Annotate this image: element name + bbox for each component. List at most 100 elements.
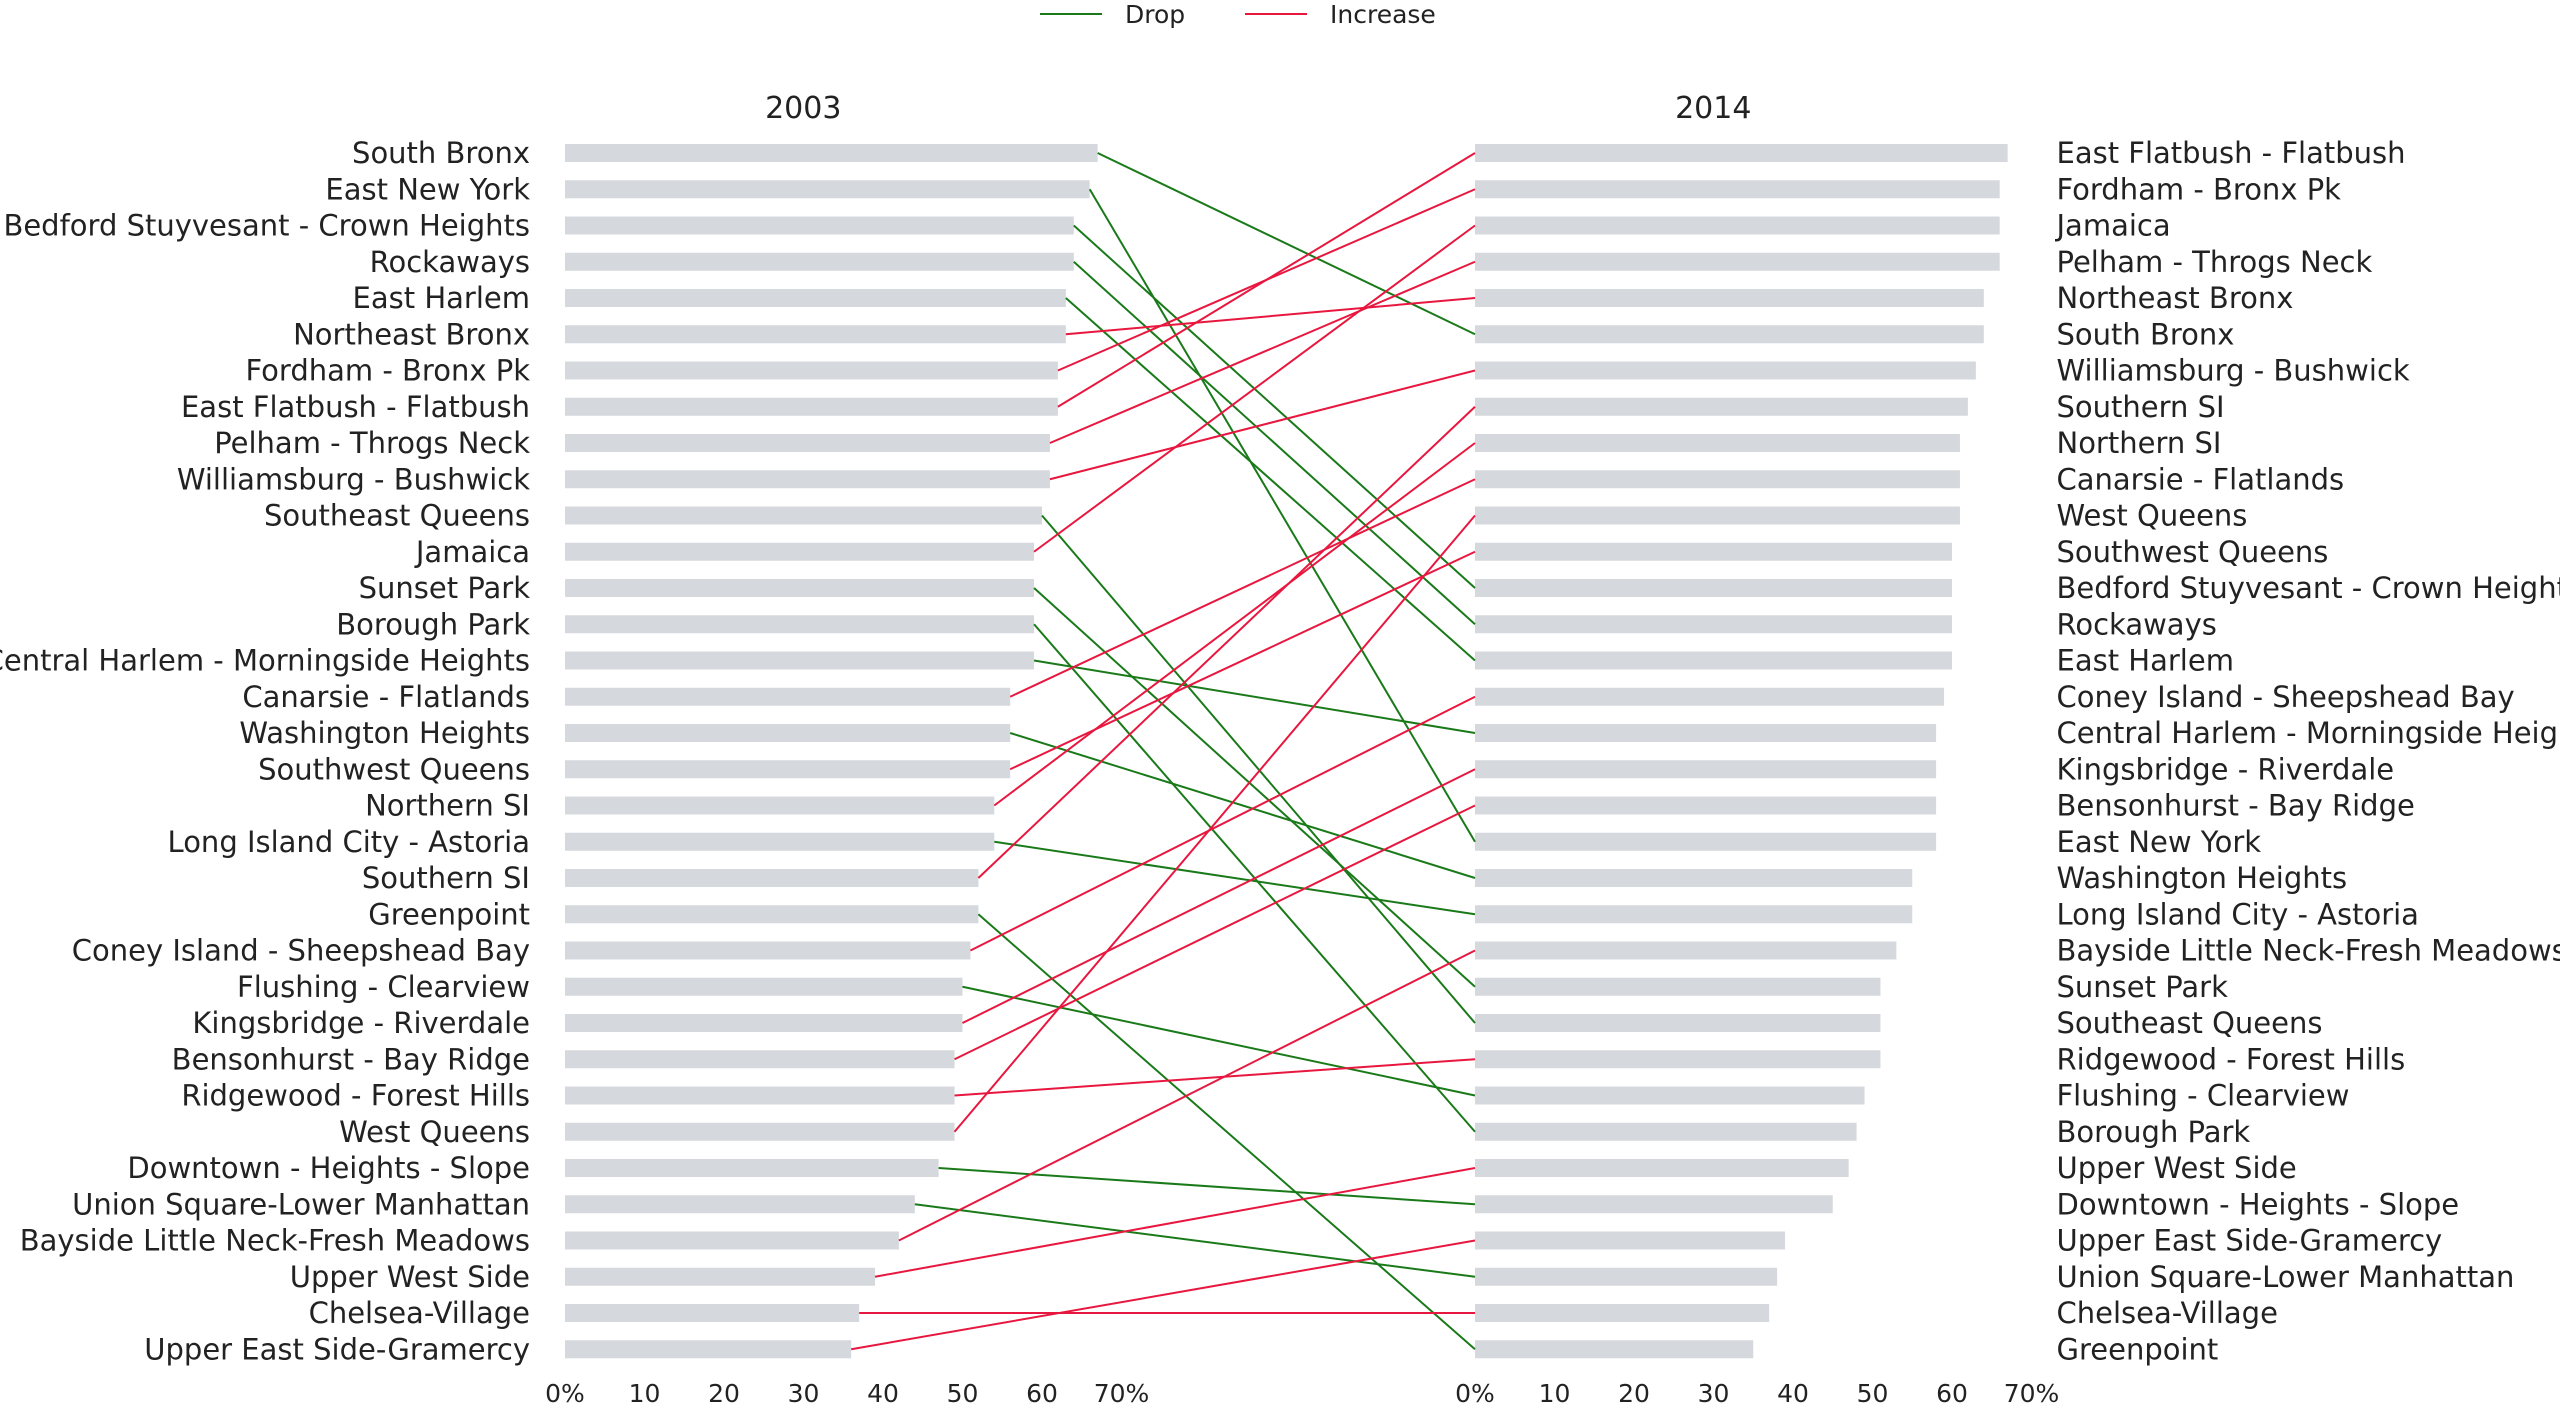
category-label-2014-union-square-lower-manhattan: Union Square-Lower Manhattan (2057, 1260, 2515, 1294)
x-tick-1-60: 60 (1936, 1379, 1968, 1408)
category-label-2014-south-bronx: South Bronx (2057, 317, 2235, 351)
bar-2003-coney-island-sheepshead-bay (565, 942, 970, 960)
category-label-2003-jamaica: Jamaica (414, 535, 530, 569)
bar-2014-downtown-heights-slope (1475, 1195, 1833, 1213)
connector-kingsbridge-riverdale (963, 769, 1476, 1023)
x-tick-1-40: 40 (1777, 1379, 1809, 1408)
bar-2014-northern-si (1475, 434, 1960, 452)
connector-sunset-park (1034, 588, 1475, 987)
connector-east-flatbush-flatbush (1058, 153, 1475, 407)
category-label-2014-southern-si: Southern SI (2057, 390, 2225, 424)
category-label-2014-bayside-little-neck-fresh-meadows: Bayside Little Neck-Fresh Meadows (2057, 934, 2560, 968)
category-label-2003-southeast-queens: Southeast Queens (264, 499, 530, 533)
connector-downtown-heights-slope (939, 1168, 1475, 1204)
x-tick-1-30: 30 (1698, 1379, 1730, 1408)
category-label-2014-washington-heights: Washington Heights (2057, 861, 2348, 895)
bar-2003-sunset-park (565, 579, 1034, 597)
x-tick-1-0: 0% (1455, 1379, 1495, 1408)
panel-title-1: 2014 (1675, 91, 1751, 126)
bar-2014-southwest-queens (1475, 543, 1952, 561)
bar-2003-bedford-stuyvesant-crown-heights (565, 217, 1074, 235)
category-label-2003-south-bronx: South Bronx (352, 136, 530, 170)
bar-2014-pelham-throgs-neck (1475, 253, 2000, 271)
legend-label-drop: Drop (1125, 0, 1185, 29)
connector-northeast-bronx (1066, 298, 1475, 334)
bar-2014-west-queens (1475, 507, 1960, 525)
bar-2014-sunset-park (1475, 978, 1880, 996)
bar-2003-rockaways (565, 253, 1074, 271)
bar-2014-greenpoint (1475, 1340, 1753, 1358)
bar-2003-east-harlem (565, 289, 1066, 307)
bar-2014-chelsea-village (1475, 1304, 1769, 1322)
bar-2003-washington-heights (565, 724, 1010, 742)
bar-2003-south-bronx (565, 144, 1098, 162)
category-label-2003-williamsburg-bushwick: Williamsburg - Bushwick (177, 462, 530, 496)
bar-2003-southwest-queens (565, 760, 1010, 778)
connector-southwest-queens (1010, 552, 1475, 770)
bars-layer (565, 144, 2008, 1358)
connector-union-square-lower-manhattan (915, 1204, 1475, 1277)
category-label-2003-sunset-park: Sunset Park (359, 571, 531, 605)
connector-south-bronx (1098, 153, 1475, 334)
bar-2014-east-harlem (1475, 652, 1952, 670)
category-label-2003-flushing-clearview: Flushing - Clearview (237, 970, 530, 1004)
category-label-2014-southwest-queens: Southwest Queens (2057, 535, 2329, 569)
category-label-2003-borough-park: Borough Park (336, 607, 530, 641)
connector-jamaica (1034, 226, 1475, 552)
category-label-2003-upper-west-side: Upper West Side (290, 1260, 530, 1294)
x-tick-1-20: 20 (1618, 1379, 1650, 1408)
bar-2014-williamsburg-bushwick (1475, 362, 1976, 380)
category-label-2014-northern-si: Northern SI (2057, 426, 2222, 460)
bar-2003-canarsie-flatlands (565, 688, 1010, 706)
legend-label-increase: Increase (1330, 0, 1436, 29)
category-label-2003-rockaways: Rockaways (370, 245, 530, 279)
category-label-2014-upper-west-side: Upper West Side (2057, 1151, 2297, 1185)
connector-ridgewood-forest-hills (955, 1059, 1475, 1095)
category-label-2014-east-flatbush-flatbush: East Flatbush - Flatbush (2057, 136, 2406, 170)
category-label-2003-canarsie-flatlands: Canarsie - Flatlands (242, 680, 530, 714)
bar-2014-flushing-clearview (1475, 1087, 1865, 1105)
category-label-2014-williamsburg-bushwick: Williamsburg - Bushwick (2057, 354, 2410, 388)
connector-east-harlem (1066, 298, 1475, 661)
x-tick-0-10: 10 (629, 1379, 661, 1408)
bar-2014-upper-east-side-gramercy (1475, 1232, 1785, 1250)
category-label-2003-long-island-city-astoria: Long Island City - Astoria (168, 825, 530, 859)
bar-2014-jamaica (1475, 217, 2000, 235)
connector-washington-heights (1010, 733, 1475, 878)
x-tick-1-70: 70% (2004, 1379, 2060, 1408)
bar-2014-borough-park (1475, 1123, 1857, 1141)
x-tick-0-40: 40 (867, 1379, 899, 1408)
category-label-2014-downtown-heights-slope: Downtown - Heights - Slope (2057, 1187, 2460, 1221)
bar-2014-northeast-bronx (1475, 289, 1984, 307)
category-label-2003-east-flatbush-flatbush: East Flatbush - Flatbush (181, 390, 530, 424)
bar-2014-kingsbridge-riverdale (1475, 760, 1936, 778)
x-tick-0-50: 50 (947, 1379, 979, 1408)
category-label-2003-downtown-heights-slope: Downtown - Heights - Slope (127, 1151, 530, 1185)
connector-upper-east-side-gramercy (851, 1241, 1475, 1350)
category-label-2014-chelsea-village: Chelsea-Village (2057, 1296, 2278, 1330)
bar-2003-jamaica (565, 543, 1034, 561)
category-label-2003-southwest-queens: Southwest Queens (258, 752, 530, 786)
category-label-2014-greenpoint: Greenpoint (2057, 1332, 2219, 1366)
connector-southern-si (978, 407, 1475, 878)
x-tick-0-60: 60 (1026, 1379, 1058, 1408)
connector-williamsburg-bushwick (1050, 371, 1475, 480)
category-label-2014-east-harlem: East Harlem (2057, 644, 2234, 678)
bar-2014-southern-si (1475, 398, 1968, 416)
bar-2003-williamsburg-bushwick (565, 470, 1050, 488)
connector-pelham-throgs-neck (1050, 262, 1475, 443)
bar-2014-bayside-little-neck-fresh-meadows (1475, 942, 1896, 960)
category-label-2003-northeast-bronx: Northeast Bronx (293, 317, 530, 351)
category-label-2003-coney-island-sheepshead-bay: Coney Island - Sheepshead Bay (72, 934, 530, 968)
bar-2003-northern-si (565, 797, 994, 815)
bar-2003-bayside-little-neck-fresh-meadows (565, 1232, 899, 1250)
x-tick-1-50: 50 (1857, 1379, 1889, 1408)
category-label-2014-borough-park: Borough Park (2057, 1115, 2251, 1149)
category-label-2003-kingsbridge-riverdale: Kingsbridge - Riverdale (192, 1006, 530, 1040)
connector-coney-island-sheepshead-bay (970, 697, 1475, 951)
bar-2014-bedford-stuyvesant-crown-heights (1475, 579, 1952, 597)
bar-2014-east-new-york (1475, 833, 1936, 851)
bar-2014-long-island-city-astoria (1475, 905, 1912, 923)
